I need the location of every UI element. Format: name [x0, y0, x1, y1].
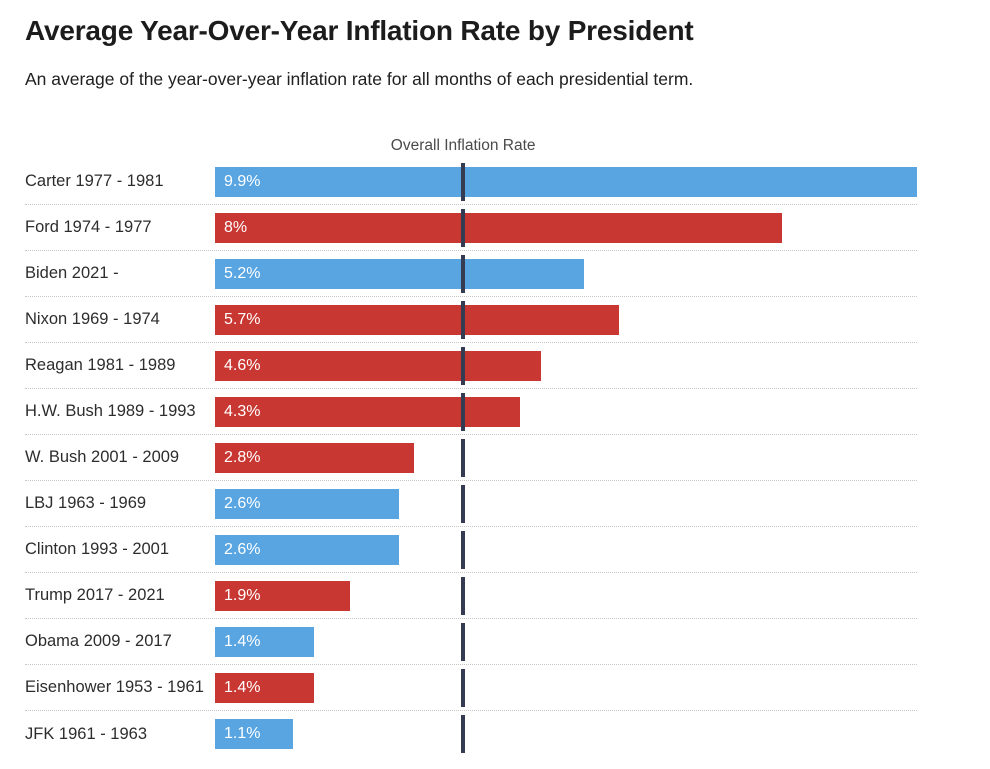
inflation-bar[interactable]: 4.6% [215, 350, 542, 381]
reference-line-tick [461, 715, 466, 753]
chart-rows: Carter 1977 - 1981 9.9% Ford 1974 - 1977… [25, 159, 917, 757]
bar-track: 1.4% [215, 668, 917, 707]
bar-track: 4.6% [215, 346, 917, 385]
inflation-bar[interactable]: 4.3% [215, 396, 520, 427]
reference-line-tick [461, 300, 466, 339]
president-label: JFK 1961 - 1963 [25, 724, 147, 743]
inflation-bar[interactable]: 1.4% [215, 672, 315, 703]
chart-row: Carter 1977 - 1981 9.9% [25, 159, 917, 205]
chart-row: W. Bush 2001 - 2009 2.8% [25, 435, 917, 481]
inflation-bar[interactable]: 2.8% [215, 442, 414, 473]
bar-value-label: 2.6% [224, 540, 261, 558]
president-label: Obama 2009 - 2017 [25, 632, 172, 650]
bar-track: 1.4% [215, 622, 917, 661]
reference-line-tick [461, 530, 466, 569]
chart-row: Eisenhower 1953 - 1961 1.4% [25, 665, 917, 711]
reference-line-tick [461, 254, 466, 293]
president-label: Ford 1974 - 1977 [25, 218, 152, 236]
reference-line-tick [461, 484, 466, 523]
reference-line-tick [461, 208, 466, 247]
page-title: Average Year-Over-Year Inflation Rate by… [25, 15, 694, 46]
axis-header-row: Overall Inflation Rate [215, 91, 917, 159]
president-label: Carter 1977 - 1981 [25, 172, 164, 190]
chart-row: Clinton 1993 - 2001 2.6% [25, 527, 917, 573]
reference-line-tick [461, 162, 466, 201]
president-label: Trump 2017 - 2021 [25, 586, 165, 604]
chart-row: Reagan 1981 - 1989 4.6% [25, 343, 917, 389]
inflation-bar[interactable]: 8% [215, 212, 783, 243]
inflation-bar[interactable]: 9.9% [215, 166, 917, 197]
president-label: H.W. Bush 1989 - 1993 [25, 402, 196, 420]
inflation-bar[interactable]: 2.6% [215, 488, 400, 519]
inflation-bar[interactable]: 2.6% [215, 534, 400, 565]
bar-value-label: 9.9% [224, 172, 261, 190]
bar-chart: Overall Inflation Rate Carter 1977 - 198… [25, 91, 917, 757]
chart-row: Ford 1974 - 1977 8% [25, 205, 917, 251]
bar-track: 4.3% [215, 392, 917, 431]
president-label: Eisenhower 1953 - 1961 [25, 678, 204, 696]
bar-value-label: 1.1% [224, 725, 261, 742]
reference-line-tick [461, 346, 466, 385]
bar-value-label: 4.6% [224, 356, 261, 374]
bar-value-label: 1.9% [224, 586, 261, 604]
bar-track: 5.2% [215, 254, 917, 293]
inflation-bar[interactable]: 1.9% [215, 580, 350, 611]
bar-track: 2.8% [215, 438, 917, 477]
page-subtitle: An average of the year-over-year inflati… [25, 69, 694, 89]
inflation-bar[interactable]: 1.1% [215, 719, 293, 749]
reference-line-tick [461, 622, 466, 661]
reference-line-tick [461, 392, 466, 431]
chart-row: H.W. Bush 1989 - 1993 4.3% [25, 389, 917, 435]
reference-line-tick [461, 438, 466, 477]
chart-row: JFK 1961 - 1963 1.1% [25, 711, 917, 757]
bar-track: 1.9% [215, 576, 917, 615]
president-label: Clinton 1993 - 2001 [25, 540, 170, 558]
president-label: W. Bush 2001 - 2009 [25, 448, 180, 466]
president-label: Nixon 1969 - 1974 [25, 310, 160, 328]
bar-value-label: 1.4% [224, 632, 261, 650]
president-label: Reagan 1981 - 1989 [25, 356, 176, 374]
bar-track: 1.1% [215, 715, 917, 753]
chart-row: Biden 2021 - 5.2% [25, 251, 917, 297]
reference-line-tick [461, 668, 466, 707]
inflation-bar[interactable]: 5.2% [215, 258, 584, 289]
reference-line-tick [461, 576, 466, 615]
chart-row: Trump 2017 - 2021 1.9% [25, 573, 917, 619]
bar-value-label: 5.7% [224, 310, 261, 328]
bar-value-label: 1.4% [224, 678, 261, 696]
bar-value-label: 2.8% [224, 448, 261, 466]
bar-track: 2.6% [215, 530, 917, 569]
bar-value-label: 4.3% [224, 402, 261, 420]
bar-track: 8% [215, 208, 917, 247]
bar-value-label: 8% [224, 218, 248, 236]
chart-row: Nixon 1969 - 1974 5.7% [25, 297, 917, 343]
chart-row: LBJ 1963 - 1969 2.6% [25, 481, 917, 527]
bar-track: 2.6% [215, 484, 917, 523]
president-label: Biden 2021 - [25, 264, 119, 282]
bar-value-label: 5.2% [224, 264, 261, 282]
inflation-bar[interactable]: 5.7% [215, 304, 620, 335]
chart-row: Obama 2009 - 2017 1.4% [25, 619, 917, 665]
bar-track: 9.9% [215, 162, 917, 201]
inflation-bar[interactable]: 1.4% [215, 626, 315, 657]
president-label: LBJ 1963 - 1969 [25, 494, 147, 512]
bar-track: 5.7% [215, 300, 917, 339]
bar-value-label: 2.6% [224, 494, 261, 512]
reference-line-label: Overall Inflation Rate [390, 137, 536, 154]
